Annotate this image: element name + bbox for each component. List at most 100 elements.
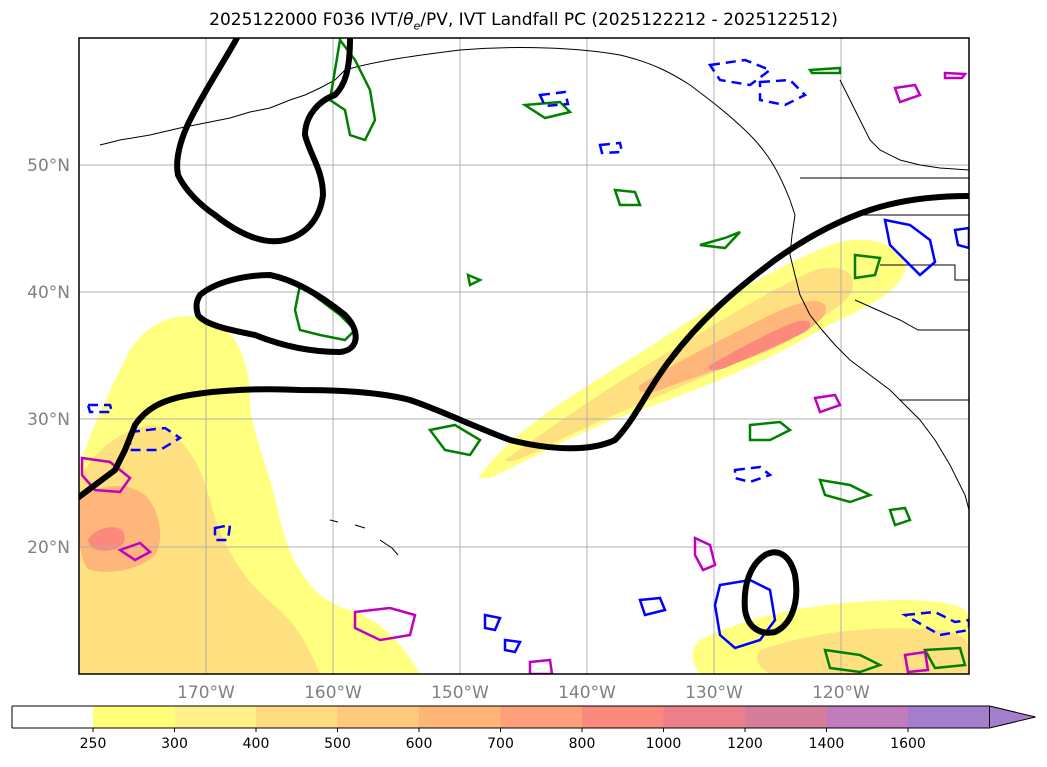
map-frame [78,37,970,675]
title-theta: θ [403,10,414,30]
lat-label-50: 50°N [27,156,70,176]
title-suffix: /PV, IVT Landfall PC (2025122212 - 20251… [420,10,838,30]
lat-label-20: 20°N [27,538,70,558]
pv-dashed-4 [733,465,773,484]
theta-e-12 [807,66,842,75]
theta-e-9 [521,100,573,120]
pv-solid-3 [638,596,667,617]
colorbar-segment [663,706,745,728]
pv-high-2 [80,456,132,494]
pv-dashed-7 [598,141,624,155]
title-theta-sub: e [413,19,421,33]
colorbar-extend-arrow [989,705,1036,729]
pv-contours [86,58,969,654]
lon-label-160w: 160°W [304,683,362,703]
pv-solid-6 [953,226,969,250]
pv-high-4 [813,393,842,414]
colorbar-tick-label: 300 [161,736,188,752]
border-inland-2 [880,264,969,281]
colorbar-segment [419,706,501,728]
pv-high-1 [353,606,417,642]
colorbar-tick-label: 600 [406,736,433,752]
lat-labels: 20°N 30°N 40°N 50°N [27,156,70,558]
lon-labels: 170°W 160°W 150°W 140°W 130°W 120°W [177,683,870,703]
lon-label-130w: 130°W [685,683,743,703]
ivt-ar-main-700 [708,320,811,371]
theta-e-4 [818,478,874,504]
coast-bc-fjords [839,79,969,171]
colorbar-segment [582,706,664,728]
colorbar-segment [826,706,908,728]
pc-contour-north-pacific [193,272,359,355]
ivt-ar-west-300 [79,425,320,674]
ivt-ar-west-700 [88,527,125,551]
colorbar-tick-label: 1400 [809,736,845,752]
ivt-ar-south-300 [757,628,969,674]
colorbar-segment [745,706,827,728]
pc-contour-gulf [174,38,353,245]
colorbar-segment [93,706,175,728]
colorbar-segment [174,706,256,728]
map-layers [79,38,969,674]
theta-e-3 [427,423,482,457]
theta-e-8 [922,646,967,670]
theta-e-2 [328,38,377,142]
pv-high-5 [893,83,922,104]
pv-solid-1 [713,578,777,650]
theta-e-13 [466,272,484,287]
colorbar-segment-below [12,706,93,728]
pc-contour-ar [79,193,969,500]
theta-e-14 [888,506,912,527]
colorbar-tick-label: 250 [80,736,107,752]
colorbar-segment [256,706,338,728]
theta-e-5 [748,420,793,442]
coast-islands-hawaii [329,519,399,556]
coast-alaska-aleutians [99,69,346,146]
title-prefix: 2025122000 F036 IVT/ [209,10,404,30]
theta-e-10 [613,188,642,207]
pv-high-3 [693,536,717,572]
theta-e-11 [699,230,741,250]
graticule [79,38,969,674]
pv-solid-4 [483,613,502,632]
lat-label-30: 30°N [27,410,70,430]
map-title: 2025122000 F036 IVT/θe/PV, IVT Landfall … [0,10,1047,32]
colorbar-tick-label: 700 [487,736,514,752]
colorbar-tick-label: 400 [243,736,270,752]
coastlines [99,47,969,556]
colorbar-tick-label: 500 [324,736,351,752]
colorbar-tick-label: 800 [569,736,596,752]
colorbar-tick-label: 1600 [890,736,926,752]
colorbar-tick-label: 1000 [646,736,682,752]
pv-high-8 [528,658,554,674]
pv-dashed-3 [128,426,183,452]
lat-label-40: 40°N [27,283,70,303]
theta-e-contours [293,38,967,674]
lon-label-120w: 120°W [812,683,870,703]
colorbar-segment [908,706,990,728]
pv-dashed-6 [86,403,114,414]
coast-alaska-gulf [344,47,791,201]
lon-label-140w: 140°W [558,683,616,703]
lon-label-170w: 170°W [177,683,235,703]
ivt-shading [79,239,969,674]
theta-e-1 [293,282,357,342]
theta-e-6 [823,648,884,674]
theta-e-7 [853,253,882,280]
pv-dashed-1 [707,58,773,87]
colorbar-segment [500,706,582,728]
pv-high-9 [943,71,968,80]
pc-contour-subtropical [741,549,800,636]
ivt-ar-main-500 [638,300,826,393]
colorbar-segment [337,706,419,728]
pv-solid-2 [883,218,937,277]
border-inland-3 [854,299,969,331]
ivt-landfall-pc-contours [79,38,969,636]
pv-solid-5 [503,638,522,654]
pv-high-contours [80,71,968,674]
pv-dashed-9 [538,90,570,108]
pv-high-7 [903,650,930,674]
colorbar-tick-label: 1200 [727,736,763,752]
ivt-colorbar: 250 300 400 500 600 700 800 1000 1200 1400 1600 [11,705,1036,752]
